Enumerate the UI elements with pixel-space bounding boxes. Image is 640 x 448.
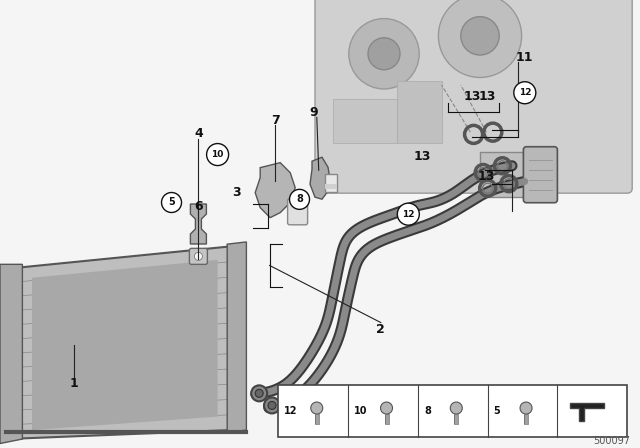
- Text: 13: 13: [477, 170, 495, 184]
- Polygon shape: [227, 242, 246, 432]
- Text: 12: 12: [518, 88, 531, 97]
- Bar: [333, 99, 397, 143]
- Text: 11: 11: [516, 51, 534, 64]
- Bar: [385, 414, 388, 424]
- Bar: [397, 81, 442, 143]
- Polygon shape: [6, 246, 230, 439]
- Polygon shape: [0, 264, 22, 444]
- Circle shape: [381, 402, 392, 414]
- Text: 4: 4: [194, 127, 203, 140]
- Circle shape: [368, 38, 400, 70]
- Text: 7: 7: [271, 113, 280, 127]
- Text: 10: 10: [354, 406, 367, 416]
- Bar: [325, 174, 337, 192]
- Bar: [480, 152, 531, 197]
- Bar: [278, 385, 627, 437]
- Circle shape: [311, 402, 323, 414]
- Text: 13: 13: [463, 90, 481, 103]
- Bar: [315, 414, 319, 424]
- Circle shape: [461, 17, 499, 55]
- Text: 13: 13: [479, 90, 497, 103]
- Text: 12: 12: [284, 406, 298, 416]
- Bar: [454, 414, 458, 424]
- Polygon shape: [570, 403, 604, 421]
- Circle shape: [161, 193, 182, 212]
- Text: 1: 1: [69, 376, 78, 390]
- Bar: [385, 414, 388, 424]
- Text: 5: 5: [493, 406, 500, 416]
- FancyBboxPatch shape: [315, 0, 632, 193]
- Polygon shape: [32, 260, 218, 430]
- Bar: [325, 184, 337, 189]
- Text: 10: 10: [211, 150, 224, 159]
- FancyBboxPatch shape: [287, 199, 308, 225]
- Text: 8: 8: [424, 406, 431, 416]
- Circle shape: [255, 389, 263, 397]
- Circle shape: [520, 402, 532, 414]
- Circle shape: [397, 203, 419, 225]
- Bar: [524, 414, 528, 424]
- Text: 500097: 500097: [593, 436, 630, 446]
- Circle shape: [438, 0, 522, 78]
- Polygon shape: [255, 163, 295, 218]
- Bar: [315, 414, 319, 424]
- Circle shape: [264, 397, 280, 414]
- FancyBboxPatch shape: [524, 147, 557, 202]
- Text: 13: 13: [413, 150, 431, 164]
- Circle shape: [268, 401, 276, 409]
- Circle shape: [252, 385, 268, 401]
- Circle shape: [207, 143, 228, 166]
- Text: 3: 3: [232, 186, 241, 199]
- Polygon shape: [191, 204, 206, 244]
- Text: 8: 8: [296, 194, 303, 204]
- Circle shape: [349, 18, 419, 89]
- Text: 2: 2: [376, 323, 385, 336]
- Circle shape: [195, 252, 202, 260]
- Circle shape: [289, 190, 310, 209]
- Text: 6: 6: [194, 199, 203, 213]
- Text: 5: 5: [168, 198, 175, 207]
- Polygon shape: [310, 157, 330, 199]
- Circle shape: [514, 82, 536, 104]
- FancyBboxPatch shape: [189, 248, 207, 264]
- Bar: [454, 414, 458, 424]
- Text: 12: 12: [402, 210, 415, 219]
- Circle shape: [451, 402, 462, 414]
- Bar: [524, 414, 528, 424]
- Text: 9: 9: [309, 105, 318, 119]
